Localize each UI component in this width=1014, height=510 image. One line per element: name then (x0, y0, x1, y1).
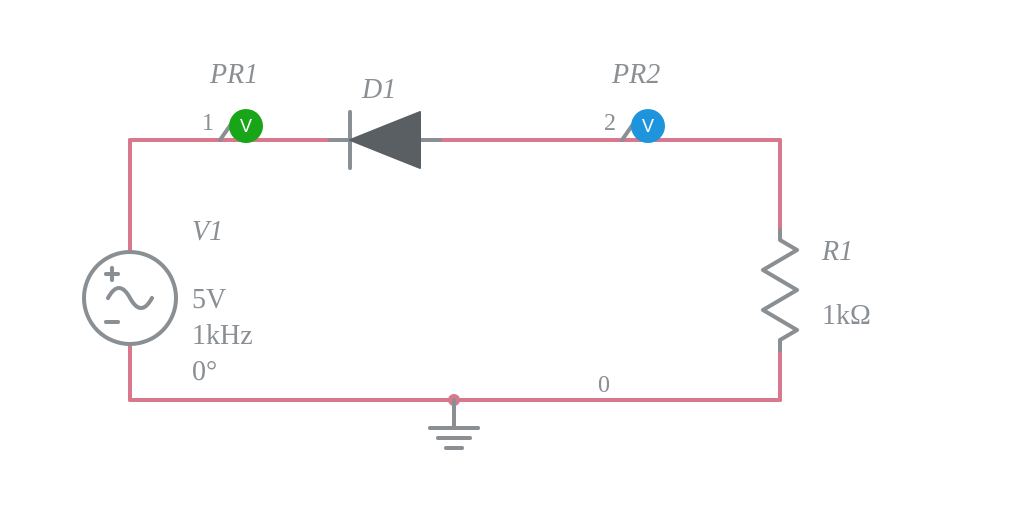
resistor-value: 1kΩ (822, 300, 871, 331)
probe-pr1[interactable]: V (229, 109, 263, 143)
diode-name: D1 (361, 74, 396, 105)
resistor[interactable] (763, 230, 797, 350)
ac-source[interactable] (84, 252, 176, 344)
probe-ticks (220, 120, 636, 140)
source-name: V1 (192, 216, 223, 247)
probe-pr2-label: PR2 (611, 59, 660, 90)
node-0-label: 0 (598, 372, 610, 398)
source-frequency: 1kHz (192, 320, 253, 351)
source-amplitude: 5V (192, 284, 226, 315)
probe-pr2-letter: V (642, 116, 654, 136)
node-2-label: 2 (604, 110, 616, 136)
source-phase: 0° (192, 356, 217, 387)
wires (130, 140, 780, 400)
probe-pr1-label: PR1 (209, 59, 258, 90)
diode[interactable] (330, 112, 440, 168)
resistor-name: R1 (821, 236, 853, 267)
node-1-label: 1 (202, 110, 214, 136)
probe-pr1-letter: V (240, 116, 252, 136)
ground-symbol (430, 400, 478, 448)
probe-pr2[interactable]: V (631, 109, 665, 143)
